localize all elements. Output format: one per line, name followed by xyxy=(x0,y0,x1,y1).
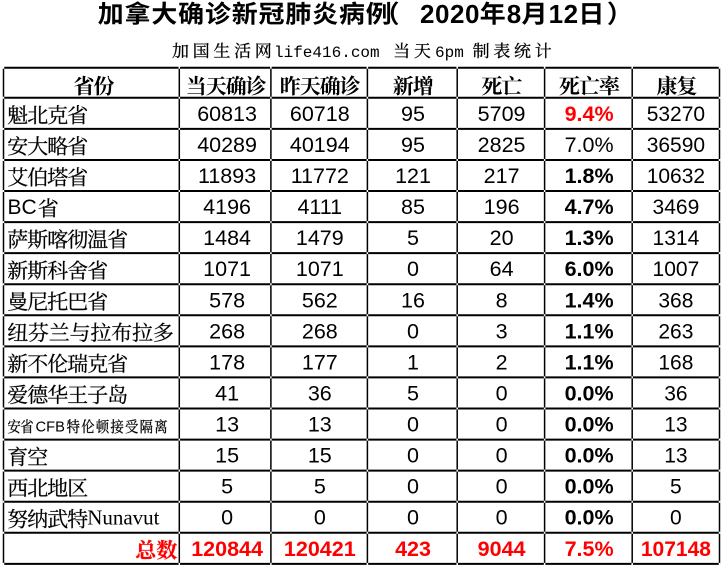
svg-text:11893: 11893 xyxy=(198,164,256,188)
svg-text:53270: 53270 xyxy=(647,103,705,126)
svg-text:20: 20 xyxy=(490,226,514,250)
svg-text:1071: 1071 xyxy=(296,257,344,281)
svg-text:11772: 11772 xyxy=(291,164,349,188)
svg-text:15: 15 xyxy=(308,444,332,468)
svg-text:0: 0 xyxy=(407,506,419,530)
svg-text:40194: 40194 xyxy=(290,133,350,157)
svg-text:423: 423 xyxy=(395,537,431,561)
svg-text:107148: 107148 xyxy=(641,538,711,561)
svg-text:12: 12 xyxy=(549,0,579,29)
svg-text:4196: 4196 xyxy=(203,195,251,219)
svg-text:0: 0 xyxy=(407,444,419,468)
svg-text:177: 177 xyxy=(302,350,338,374)
svg-text:2020: 2020 xyxy=(420,0,480,29)
svg-text:0: 0 xyxy=(407,413,419,437)
svg-text:60718: 60718 xyxy=(290,102,350,126)
svg-text:6.0%: 6.0% xyxy=(565,257,614,281)
svg-text:0: 0 xyxy=(496,506,508,530)
svg-text:5: 5 xyxy=(407,382,419,406)
svg-text:1.1%: 1.1% xyxy=(565,350,614,374)
svg-text:268: 268 xyxy=(209,319,245,343)
svg-text:0: 0 xyxy=(496,475,508,499)
svg-text:1314: 1314 xyxy=(653,227,700,250)
svg-text:368: 368 xyxy=(658,289,693,312)
svg-text:1.3%: 1.3% xyxy=(565,226,614,250)
svg-text:BC: BC xyxy=(8,196,37,219)
svg-text:64: 64 xyxy=(490,257,514,281)
svg-text:578: 578 xyxy=(209,288,245,312)
svg-text:1.4%: 1.4% xyxy=(565,288,614,312)
svg-text:Nunavut: Nunavut xyxy=(87,506,159,530)
svg-text:0: 0 xyxy=(496,382,508,406)
svg-text:8: 8 xyxy=(507,0,521,29)
svg-text:1: 1 xyxy=(407,350,419,374)
svg-text:1007: 1007 xyxy=(653,258,700,281)
svg-text:1071: 1071 xyxy=(203,257,251,281)
svg-text:5: 5 xyxy=(221,475,233,499)
svg-text:95: 95 xyxy=(401,102,425,126)
svg-text:0: 0 xyxy=(407,475,419,499)
svg-text:4111: 4111 xyxy=(297,195,342,219)
svg-text:121: 121 xyxy=(395,164,431,188)
svg-text:0: 0 xyxy=(496,444,508,468)
svg-text:7.5%: 7.5% xyxy=(565,537,614,561)
svg-text:13: 13 xyxy=(215,413,239,437)
svg-text:1.8%: 1.8% xyxy=(565,164,614,188)
svg-text:15: 15 xyxy=(215,444,239,468)
svg-text:0: 0 xyxy=(496,413,508,437)
svg-text:0.0%: 0.0% xyxy=(565,382,614,406)
svg-text:0: 0 xyxy=(670,507,682,530)
svg-text:217: 217 xyxy=(484,164,520,188)
svg-text:13: 13 xyxy=(664,445,687,468)
svg-text:2825: 2825 xyxy=(478,133,526,157)
svg-text:5: 5 xyxy=(407,226,419,250)
svg-text:1.1%: 1.1% xyxy=(565,319,614,343)
svg-text:13: 13 xyxy=(308,413,332,437)
svg-text:10632: 10632 xyxy=(647,165,705,188)
svg-text:1484: 1484 xyxy=(203,226,251,250)
svg-text:0.0%: 0.0% xyxy=(565,413,614,437)
svg-text:0: 0 xyxy=(221,506,233,530)
svg-text:3469: 3469 xyxy=(653,196,700,219)
svg-text:268: 268 xyxy=(302,319,338,343)
svg-text:178: 178 xyxy=(209,350,245,374)
svg-text:60813: 60813 xyxy=(197,102,257,126)
svg-text:5709: 5709 xyxy=(478,102,526,126)
svg-text:168: 168 xyxy=(658,351,693,374)
svg-text:263: 263 xyxy=(658,320,693,343)
svg-text:1479: 1479 xyxy=(296,226,344,250)
svg-text:40289: 40289 xyxy=(197,133,257,157)
svg-text:8: 8 xyxy=(496,288,508,312)
svg-text:36: 36 xyxy=(664,383,687,406)
svg-text:0: 0 xyxy=(407,257,419,281)
svg-text:120844: 120844 xyxy=(191,537,263,561)
svg-text:0.0%: 0.0% xyxy=(565,444,614,468)
svg-text:0: 0 xyxy=(407,319,419,343)
svg-text:0.0%: 0.0% xyxy=(565,506,614,530)
svg-text:9.4%: 9.4% xyxy=(565,102,614,126)
svg-text:85: 85 xyxy=(401,195,425,219)
svg-text:36590: 36590 xyxy=(647,134,705,157)
svg-text:9044: 9044 xyxy=(478,537,526,561)
svg-text:4.7%: 4.7% xyxy=(565,195,614,219)
svg-text:3: 3 xyxy=(496,319,508,343)
svg-text:36: 36 xyxy=(308,382,332,406)
svg-text:95: 95 xyxy=(401,133,425,157)
svg-text:5: 5 xyxy=(314,475,326,499)
svg-text:562: 562 xyxy=(302,288,338,312)
svg-text:5: 5 xyxy=(670,476,682,499)
svg-text:0.0%: 0.0% xyxy=(565,475,614,499)
svg-text:41: 41 xyxy=(215,382,239,406)
svg-text:6pm: 6pm xyxy=(435,44,464,62)
svg-text:16: 16 xyxy=(401,288,425,312)
svg-text:0: 0 xyxy=(314,506,326,530)
svg-text:196: 196 xyxy=(484,195,520,219)
svg-text:2: 2 xyxy=(496,350,508,374)
svg-text:CFB: CFB xyxy=(36,420,66,436)
svg-text:7.0%: 7.0% xyxy=(565,133,614,157)
svg-text:life416.com: life416.com xyxy=(274,44,380,62)
svg-text:13: 13 xyxy=(664,414,687,437)
svg-text:120421: 120421 xyxy=(284,537,356,561)
